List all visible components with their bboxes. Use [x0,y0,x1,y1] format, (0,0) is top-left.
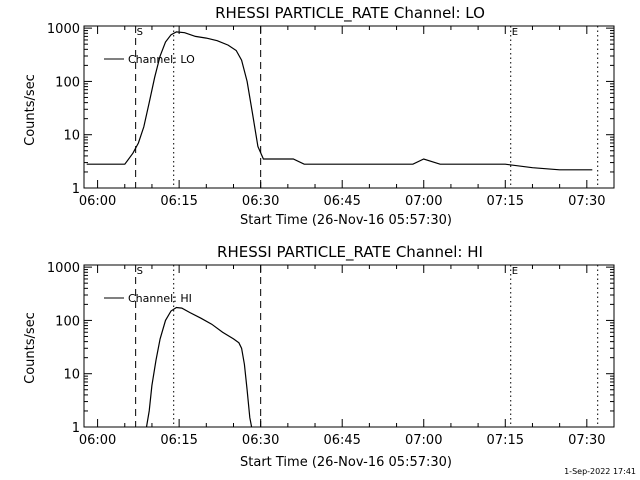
panel-lo: RHESSI PARTICLE_RATE Channel: LO Counts/… [23,4,615,228]
footer-timestamp: 1-Sep-2022 17:41 [564,467,636,476]
legend-label-lo: Channel: LO [128,53,195,66]
y-axis-label-lo: Counts/sec [23,74,38,146]
x-tick-label-hi: 06:30 [242,433,279,448]
time-marker-label-hi: E [512,266,518,277]
x-axis-label-lo: Start Time (26-Nov-16 05:57:30) [240,213,452,228]
y-tick-label-lo: 10 [63,129,80,144]
panel-hi: RHESSI PARTICLE_RATE Channel: HI Counts/… [23,243,615,470]
y-ticks-lo: 1 10 100 1000 [47,22,614,197]
y-tick-label-lo: 1 [72,182,80,197]
time-marker-label-hi: S [137,266,143,277]
x-tick-label-lo: 06:30 [242,194,279,209]
x-tick-label-lo: 06:00 [79,194,116,209]
chart-title-lo: RHESSI PARTICLE_RATE Channel: LO [215,4,485,23]
y-tick-label-hi: 100 [55,314,80,329]
x-tick-label-lo: 07:30 [568,194,605,209]
y-axis-label-hi: Counts/sec [23,312,38,384]
plot-frame-hi [83,264,615,428]
x-ticks-lo: 06:00 06:15 06:30 06:45 07:00 07:15 07:30 [79,26,615,209]
legend-label-hi: Channel: HI [128,292,192,305]
y-tick-label-hi: 1000 [47,261,80,276]
y-ticks-hi: 1 10 100 1000 [47,261,614,436]
x-tick-label-hi: 07:30 [568,433,605,448]
y-tick-label-hi: 10 [63,368,80,383]
x-tick-label-hi: 06:00 [79,433,116,448]
y-tick-label-lo: 1000 [47,22,80,37]
y-tick-label-hi: 1 [72,421,80,436]
chart-title-hi: RHESSI PARTICLE_RATE Channel: HI [217,243,483,262]
plot-frame-lo [83,25,615,189]
x-tick-label-lo: 07:15 [487,194,524,209]
x-tick-label-hi: 06:15 [160,433,197,448]
time-marker-label-lo: S [137,27,143,38]
y-tick-label-lo: 100 [55,75,80,90]
time-marker-label-lo: E [512,27,518,38]
series-lo [86,31,593,171]
x-tick-label-lo: 06:15 [160,194,197,209]
x-tick-label-hi: 07:00 [405,433,442,448]
x-tick-label-lo: 06:45 [323,194,360,209]
series-hi [145,306,253,428]
x-tick-label-lo: 07:00 [405,194,442,209]
series-line-hi [145,306,253,428]
x-tick-label-hi: 06:45 [323,433,360,448]
x-tick-label-hi: 07:15 [487,433,524,448]
x-axis-label-hi: Start Time (26-Nov-16 05:57:30) [240,455,452,470]
x-ticks-hi: 06:00 06:15 06:30 06:45 07:00 07:15 07:30 [79,265,615,448]
series-line-lo [86,31,593,171]
